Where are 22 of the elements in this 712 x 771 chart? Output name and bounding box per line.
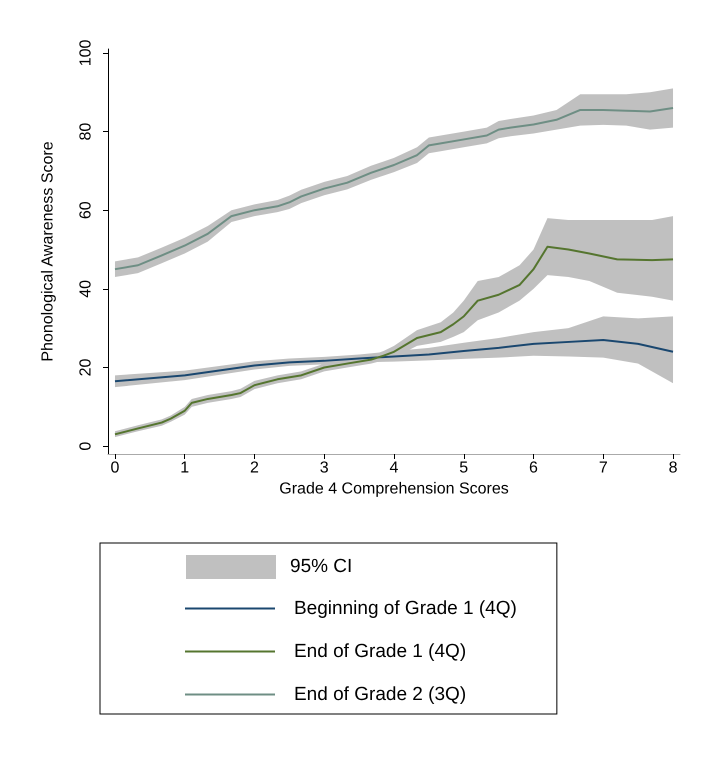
- legend-label: End of Grade 1 (4Q): [294, 641, 466, 662]
- x-tick-label: 0: [110, 460, 120, 476]
- legend-label: Beginning of Grade 1 (4Q): [294, 598, 517, 619]
- y-tick-label: 100: [78, 39, 94, 66]
- y-tick-label: 0: [78, 442, 94, 451]
- x-tick-label: 4: [390, 460, 399, 476]
- x-axis-title: Grade 4 Comprehension Scores: [279, 480, 509, 498]
- text: 95% CI: [290, 556, 352, 578]
- x-tick-label: 8: [668, 460, 678, 476]
- line-series: [114, 338, 674, 382]
- x-tick-label: 7: [598, 460, 608, 476]
- y-tick-label: 80: [78, 122, 94, 140]
- x-tick-label: 5: [459, 460, 468, 476]
- x-tick-label: 2: [250, 460, 260, 476]
- x-tick-label: 6: [529, 460, 538, 476]
- y-tick-label: 40: [78, 280, 94, 298]
- y-tick-label: 60: [78, 201, 94, 220]
- x-tick-label: 1: [180, 460, 190, 476]
- y-tick-label: 20: [78, 358, 94, 376]
- x-tick-label: 3: [320, 460, 329, 476]
- legend-label: End of Grade 2 (3Q): [294, 684, 466, 705]
- y-axis-title: Phonological Awareness Score: [40, 141, 56, 362]
